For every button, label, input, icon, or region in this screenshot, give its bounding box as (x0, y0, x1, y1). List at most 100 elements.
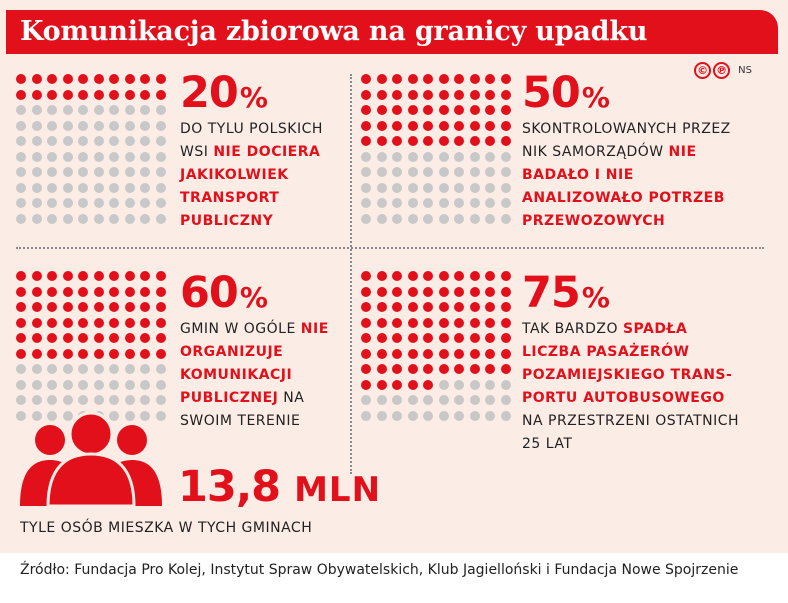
waffle-dot-empty (469, 167, 480, 178)
waffle-dot-filled (407, 348, 418, 359)
waffle-dot-empty (47, 213, 58, 224)
waffle-dot-empty (469, 198, 480, 209)
waffle-dot-filled (392, 120, 403, 131)
waffle-dot-empty (16, 379, 27, 390)
waffle-dot-empty (47, 182, 58, 193)
waffle-dot-filled (93, 271, 104, 282)
waffle-dot-empty (155, 136, 166, 147)
waffle-dot-empty (62, 105, 73, 116)
waffle-dot-filled (47, 286, 58, 297)
waffle-dot-empty (469, 410, 480, 421)
waffle-dot-empty (31, 198, 42, 209)
infographic-title: Komunikacja zbiorowa na granicy upadku (20, 16, 648, 47)
waffle-dot-filled (140, 89, 151, 100)
waffle-dot-filled (423, 105, 434, 116)
waffle-dot-empty (376, 182, 387, 193)
waffle-dot-empty (31, 182, 42, 193)
waffle-dot-filled (469, 271, 480, 282)
waffle-dot-filled (93, 302, 104, 313)
waffle-dot-filled (124, 271, 135, 282)
waffle-dot-filled (62, 348, 73, 359)
waffle-dot-filled (16, 302, 27, 313)
people-stat: 13,8 mln (178, 466, 381, 509)
waffle-dot-empty (438, 182, 449, 193)
waffle-dot-empty (62, 395, 73, 406)
waffle-dot-filled (438, 348, 449, 359)
waffle-dot-filled (469, 364, 480, 375)
waffle-dot-filled (62, 333, 73, 344)
waffle-dot-empty (361, 151, 372, 162)
waffle-dot-filled (407, 105, 418, 116)
waffle-dot-empty (93, 198, 104, 209)
waffle-dot-empty (16, 213, 27, 224)
waffle-dot-filled (361, 89, 372, 100)
waffle-dot-empty (454, 182, 465, 193)
waffle-dot-empty (438, 198, 449, 209)
waffle-dot-empty (500, 410, 511, 421)
waffle-dot-filled (392, 74, 403, 85)
waffle-dot-filled (47, 74, 58, 85)
waffle-dot-filled (140, 74, 151, 85)
percent-sign: % (581, 281, 610, 314)
waffle-dot-filled (407, 286, 418, 297)
percent-20: 20% (180, 72, 268, 115)
waffle-dot-empty (47, 198, 58, 209)
vertical-divider (350, 74, 352, 474)
waffle-dot-filled (16, 317, 27, 328)
waffle-dot-empty (109, 379, 120, 390)
waffle-dot-filled (423, 120, 434, 131)
waffle-dot-filled (423, 286, 434, 297)
waffle-dot-filled (155, 286, 166, 297)
waffle-dot-filled (454, 136, 465, 147)
waffle-dot-empty (62, 167, 73, 178)
waffle-dot-filled (31, 302, 42, 313)
waffle-dot-empty (78, 364, 89, 375)
waffle-dot-empty (93, 379, 104, 390)
waffle-dot-filled (47, 348, 58, 359)
waffle-dot-empty (62, 182, 73, 193)
waffle-dot-filled (140, 302, 151, 313)
waffle-dot-filled (47, 302, 58, 313)
waffle-dot-filled (140, 271, 151, 282)
waffle-dot-filled (16, 271, 27, 282)
waffle-dot-filled (109, 333, 120, 344)
waffle-dot-empty (361, 410, 372, 421)
waffle-dot-empty (78, 120, 89, 131)
waffle-dot-empty (500, 167, 511, 178)
waffle-dot-filled (469, 348, 480, 359)
waffle-dot-empty (438, 395, 449, 406)
waffle-dot-empty (361, 213, 372, 224)
waffle-dot-filled (438, 364, 449, 375)
waffle-dot-empty (140, 213, 151, 224)
waffle-dot-filled (140, 317, 151, 328)
waffle-dot-filled (376, 286, 387, 297)
waffle-dot-filled (361, 333, 372, 344)
waffle-dot-filled (407, 379, 418, 390)
waffle-dot-empty (62, 136, 73, 147)
waffle-dot-filled (423, 136, 434, 147)
waffle-dot-empty (485, 151, 496, 162)
waffle-dot-empty (407, 167, 418, 178)
waffle-dot-empty (140, 198, 151, 209)
waffle-dot-empty (423, 182, 434, 193)
waffle-dot-empty (78, 198, 89, 209)
waffle-dot-empty (392, 167, 403, 178)
waffle-dot-filled (361, 286, 372, 297)
waffle-dot-empty (155, 182, 166, 193)
waffle-dot-empty (16, 120, 27, 131)
waffle-dot-filled (155, 333, 166, 344)
waffle-dot-filled (155, 271, 166, 282)
waffle-dot-empty (438, 167, 449, 178)
waffle-dot-filled (93, 348, 104, 359)
waffle-dot-filled (16, 89, 27, 100)
desc-highlight: spadła liczba pasażerów pozamiejskiego t… (522, 321, 733, 406)
waffle-dot-filled (155, 302, 166, 313)
waffle-dot-filled (454, 348, 465, 359)
waffle-dot-filled (423, 317, 434, 328)
waffle-dot-filled (16, 348, 27, 359)
waffle-dot-empty (469, 379, 480, 390)
waffle-dot-empty (93, 151, 104, 162)
waffle-dot-filled (500, 271, 511, 282)
waffle-dot-empty (109, 182, 120, 193)
waffle-dot-filled (31, 333, 42, 344)
